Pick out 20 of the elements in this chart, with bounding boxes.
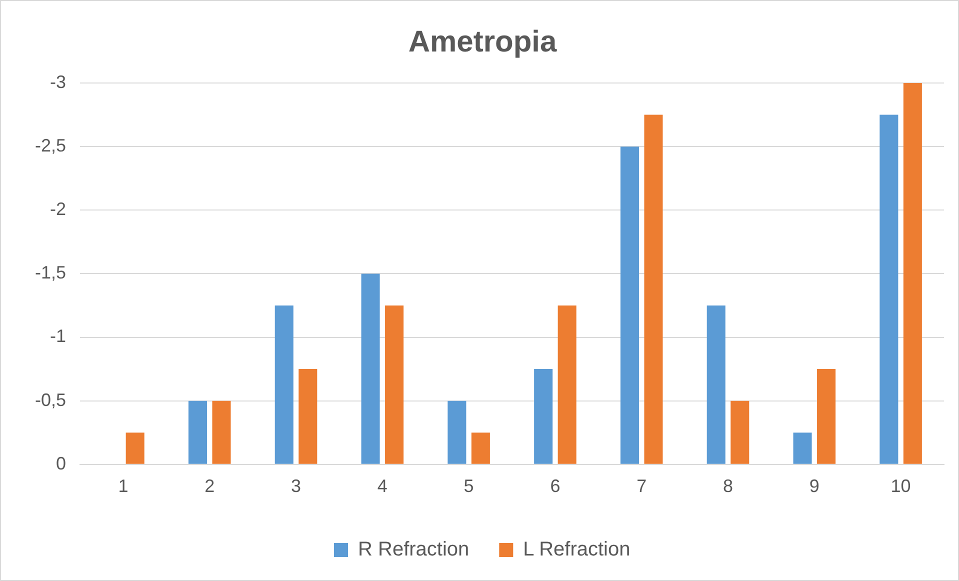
y-tick-label: -2,5 [34, 136, 66, 156]
y-tick-label: -3 [50, 72, 66, 92]
x-tick-label: 2 [204, 476, 215, 496]
y-tick-label: -1 [50, 326, 66, 346]
y-tick-label: -2 [50, 199, 66, 220]
legend-label: R Refraction [358, 538, 470, 561]
y-tick-label: 0 [56, 453, 66, 474]
x-tick-label: 8 [722, 476, 734, 496]
chart-title: Ametropia [408, 25, 557, 58]
x-tick-label: 10 [890, 476, 911, 496]
x-tick-label: 9 [809, 476, 820, 496]
x-tick-label: 4 [377, 476, 388, 496]
x-tick-label: 1 [118, 476, 128, 496]
x-tick-label: 6 [550, 476, 560, 496]
legend-label: L Refraction [523, 538, 630, 561]
x-tick-label: 5 [464, 476, 474, 496]
x-tick-label: 3 [291, 476, 302, 496]
y-tick-label: -0,5 [34, 390, 66, 410]
y-tick-label: -1,5 [34, 262, 66, 283]
x-tick-label: 7 [636, 476, 647, 496]
